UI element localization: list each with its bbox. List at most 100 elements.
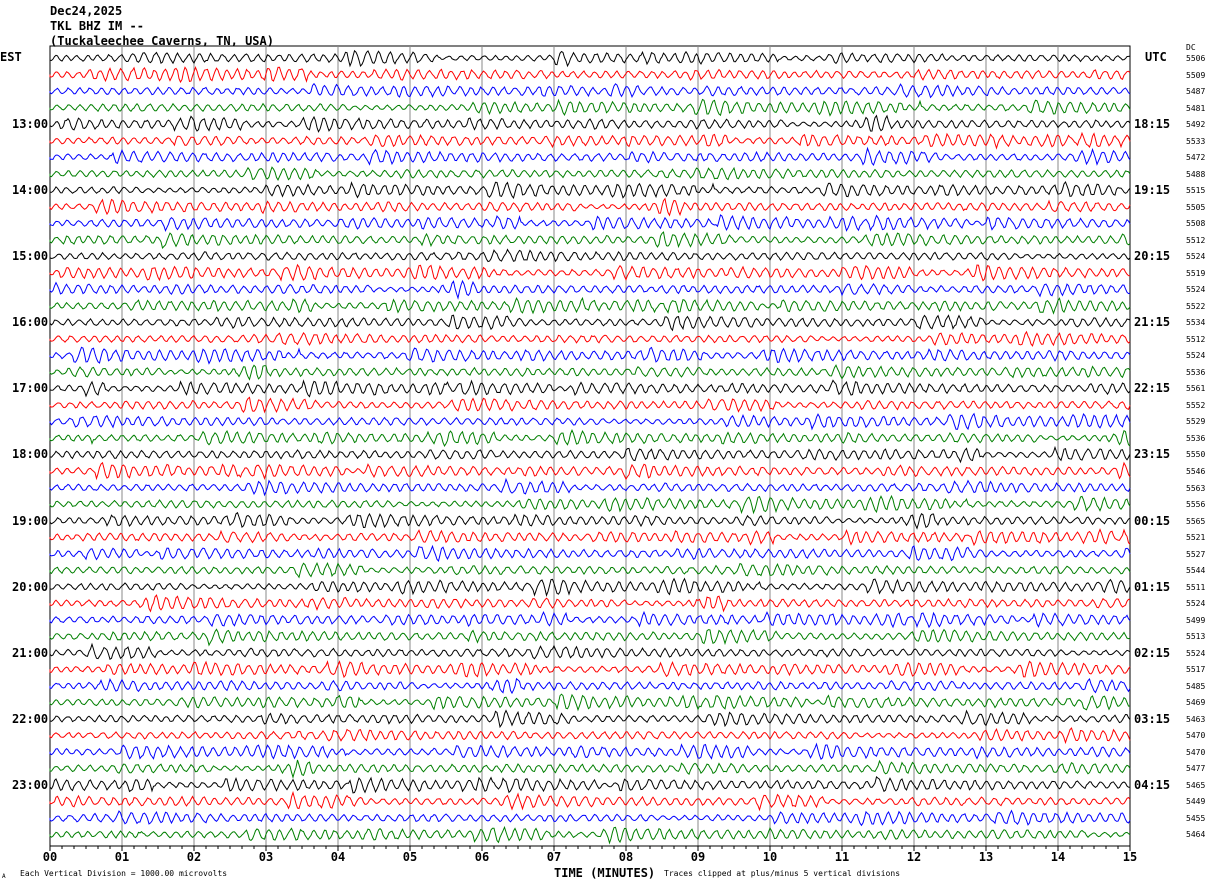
seismic-trace bbox=[49, 494, 1131, 515]
dc-offset-label: 5527 bbox=[1186, 549, 1206, 559]
dc-offset-label: 5517 bbox=[1186, 665, 1206, 675]
est-hour-label: 16:00 bbox=[12, 315, 49, 330]
utc-hour-label: 20:15 bbox=[1134, 249, 1171, 264]
dc-offset-label: 5524 bbox=[1186, 285, 1206, 295]
seismic-trace bbox=[49, 231, 1131, 250]
utc-hour-label: 18:15 bbox=[1134, 117, 1171, 132]
dc-offset-label: 5550 bbox=[1186, 450, 1206, 460]
dc-offset-label: 5449 bbox=[1186, 797, 1206, 807]
corner-mark: A bbox=[2, 873, 6, 880]
x-tick-label: 11 bbox=[834, 850, 850, 864]
utc-hour-label: 01:15 bbox=[1134, 579, 1171, 594]
utc-hour-label: 21:15 bbox=[1134, 315, 1171, 330]
seismic-trace bbox=[49, 677, 1131, 695]
dc-offset-label: 5455 bbox=[1186, 813, 1206, 823]
dc-offset-label: 5533 bbox=[1186, 136, 1206, 146]
seismic-trace bbox=[49, 561, 1131, 579]
seismic-trace bbox=[49, 131, 1131, 150]
dc-offset-label: 5492 bbox=[1186, 120, 1206, 130]
seismic-trace bbox=[49, 642, 1131, 660]
seismic-trace bbox=[49, 610, 1131, 629]
dc-offset-label: 5556 bbox=[1186, 500, 1206, 510]
est-hour-label: 19:00 bbox=[12, 513, 49, 528]
dc-title: DC bbox=[1186, 43, 1196, 52]
dc-offset-label: 5565 bbox=[1186, 516, 1206, 526]
utc-hour-label: 23:15 bbox=[1134, 447, 1171, 462]
utc-axis-title: UTC bbox=[1145, 50, 1167, 64]
location-label: (Tuckaleechee Caverns, TN, USA) bbox=[50, 34, 274, 48]
dc-offset-label: 5534 bbox=[1186, 318, 1206, 328]
seismic-trace bbox=[49, 511, 1131, 530]
dc-offset-label: 5481 bbox=[1186, 103, 1206, 113]
dc-offset-label: 5536 bbox=[1186, 433, 1206, 443]
seismic-trace bbox=[49, 166, 1131, 181]
dc-offset-label: 5512 bbox=[1186, 334, 1206, 344]
seismic-trace bbox=[49, 461, 1131, 481]
seismic-trace bbox=[49, 577, 1131, 597]
x-tick-label: 06 bbox=[474, 850, 490, 864]
seismic-trace bbox=[49, 776, 1131, 794]
x-tick-label: 15 bbox=[1122, 850, 1138, 864]
seismic-trace bbox=[49, 197, 1131, 217]
x-tick-label: 04 bbox=[330, 850, 346, 864]
utc-hour-label: 02:15 bbox=[1134, 645, 1171, 660]
seismic-trace bbox=[49, 314, 1131, 332]
seismic-trace bbox=[49, 727, 1131, 745]
dc-offset-label: 5536 bbox=[1186, 367, 1206, 377]
est-hour-label: 22:00 bbox=[12, 711, 49, 726]
dc-offset-label: 5506 bbox=[1186, 54, 1206, 63]
seismic-trace bbox=[49, 445, 1131, 464]
seismic-trace bbox=[49, 214, 1131, 232]
x-tick-label: 01 bbox=[114, 850, 130, 864]
dc-offset-label: 5522 bbox=[1186, 301, 1206, 311]
seismic-trace bbox=[49, 825, 1131, 845]
dc-offset-label: 5505 bbox=[1186, 202, 1206, 212]
plot-frame bbox=[49, 45, 1131, 847]
seismic-trace bbox=[49, 65, 1131, 84]
x-tick-label: 14 bbox=[1050, 850, 1066, 864]
dc-offset-label: 5508 bbox=[1186, 219, 1206, 229]
est-hour-label: 20:00 bbox=[12, 579, 49, 594]
utc-hour-label: 00:15 bbox=[1134, 513, 1171, 528]
seismic-trace bbox=[49, 279, 1131, 300]
dc-offset-label: 5521 bbox=[1186, 533, 1206, 543]
seismic-trace bbox=[49, 248, 1131, 263]
seismic-trace bbox=[49, 693, 1131, 712]
x-tick-label: 13 bbox=[978, 850, 994, 864]
date-label: Dec24,2025 bbox=[50, 4, 123, 18]
x-tick-label: 02 bbox=[186, 850, 202, 864]
est-hour-label: 21:00 bbox=[12, 645, 49, 660]
seismic-trace bbox=[49, 346, 1131, 365]
dc-offset-label: 5511 bbox=[1186, 582, 1206, 592]
dc-offset-label: 5546 bbox=[1186, 467, 1206, 476]
utc-hour-label: 19:15 bbox=[1134, 183, 1171, 198]
seismic-trace bbox=[49, 330, 1131, 347]
seismic-trace bbox=[49, 660, 1131, 679]
seismic-trace bbox=[49, 628, 1131, 647]
clip-note: Traces clipped at plus/minus 5 vertical … bbox=[664, 869, 901, 878]
dc-offset-label: 5524 bbox=[1186, 599, 1206, 609]
x-tick-label: 03 bbox=[258, 850, 274, 864]
seismic-trace bbox=[49, 742, 1131, 760]
dc-offset-label: 5499 bbox=[1186, 615, 1206, 625]
seismic-trace bbox=[49, 709, 1131, 729]
seismic-trace bbox=[49, 544, 1131, 563]
seismic-trace bbox=[49, 429, 1131, 447]
dc-offset-label: 5515 bbox=[1186, 186, 1206, 196]
dc-offset-label: 5470 bbox=[1186, 747, 1206, 757]
dc-offset-label: 5488 bbox=[1186, 169, 1206, 179]
dc-offset-label: 5552 bbox=[1186, 400, 1206, 410]
seismic-trace bbox=[49, 98, 1131, 117]
dc-offset-label: 5561 bbox=[1186, 384, 1206, 394]
seismic-trace bbox=[49, 790, 1131, 812]
est-hour-label: 18:00 bbox=[12, 447, 49, 462]
dc-offset-label: 5465 bbox=[1186, 780, 1206, 790]
dc-offset-label: 5524 bbox=[1186, 648, 1206, 658]
dc-offset-label: 5485 bbox=[1186, 681, 1206, 691]
utc-hour-label: 04:15 bbox=[1134, 777, 1171, 792]
est-axis-title: EST bbox=[0, 50, 22, 64]
dc-offset-label: 5487 bbox=[1186, 87, 1206, 97]
x-tick-label: 00 bbox=[42, 850, 58, 864]
seismic-trace bbox=[49, 528, 1131, 547]
seismic-trace bbox=[49, 49, 1131, 68]
